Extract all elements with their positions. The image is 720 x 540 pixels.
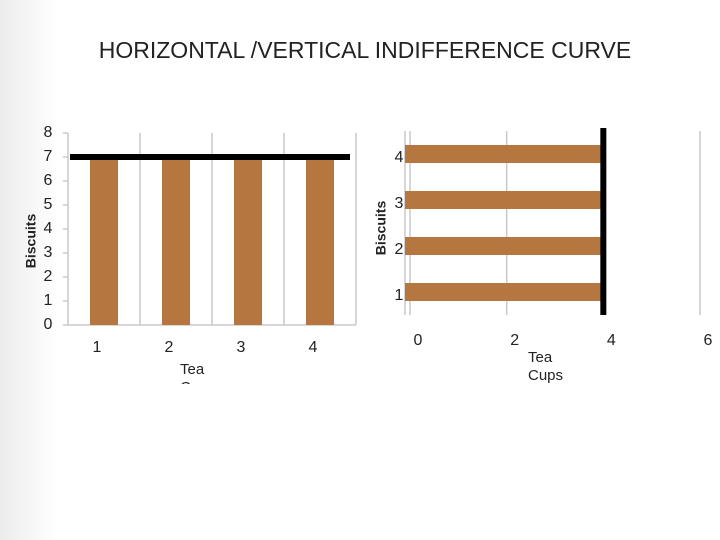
y-tick-label: 3 (395, 195, 404, 212)
bar (162, 157, 190, 325)
bar (234, 157, 262, 325)
x-tick-label: 3 (237, 339, 246, 356)
x-tick-label: 0 (414, 332, 423, 349)
y-axis-title: Biscuits (373, 201, 389, 256)
y-tick-label: 6 (44, 172, 53, 189)
y-axis-title: Biscuits (23, 214, 39, 269)
y-tick-label: 1 (44, 292, 53, 309)
axis-title-word: Tea (180, 361, 205, 378)
y-tick-label: 0 (44, 316, 53, 333)
x-tick-label: 1 (93, 339, 102, 356)
y-tick-label: 2 (395, 241, 404, 258)
y-tick-label: 1 (395, 287, 404, 304)
label-layer: TeaCupsTeaCups (180, 349, 563, 396)
axis-title-word: Tea (528, 349, 553, 366)
bar (306, 157, 334, 325)
y-tick-label: 8 (44, 124, 53, 141)
x-tick-label: 2 (165, 339, 174, 356)
y-tick-label: 5 (44, 196, 53, 213)
axis-title-word: Cups (180, 379, 215, 396)
bar (90, 157, 118, 325)
bar (405, 283, 604, 301)
bar (405, 145, 604, 163)
y-tick-label: 7 (44, 148, 53, 165)
y-tick-label: 4 (44, 220, 53, 237)
y-tick-label: 2 (44, 268, 53, 285)
axis-title-word: Cups (528, 367, 563, 384)
x-tick-label: 2 (510, 332, 519, 349)
x-tick-label: 6 (704, 332, 713, 349)
x-tick-label: 4 (309, 339, 318, 356)
y-tick-label: 4 (395, 149, 404, 166)
slide-title: HORIZONTAL /VERTICAL INDIFFERENCE CURVE (99, 37, 631, 63)
bar (405, 237, 604, 255)
bar (405, 191, 604, 209)
x-tick-label: 4 (607, 332, 616, 349)
y-tick-label: 3 (44, 244, 53, 261)
